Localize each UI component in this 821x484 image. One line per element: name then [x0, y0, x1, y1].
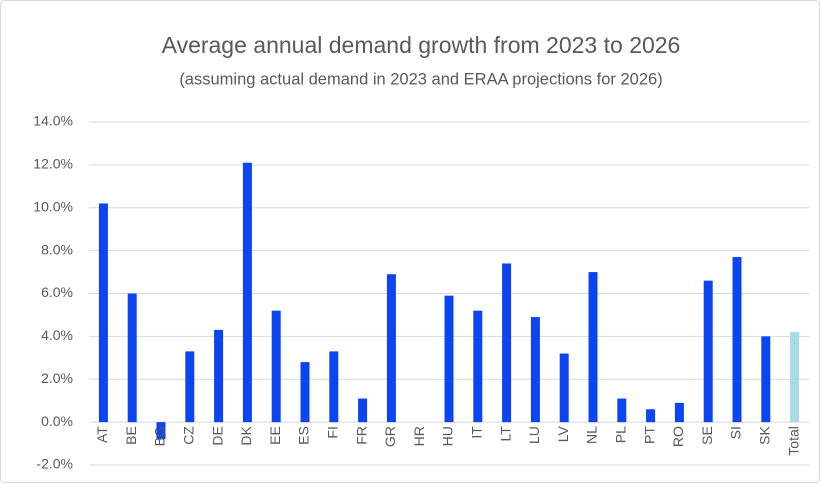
- x-tick-label: DE: [209, 426, 225, 445]
- x-tick-label: Total: [785, 426, 801, 456]
- x-tick-label: LV: [555, 425, 571, 442]
- bar: [271, 310, 281, 423]
- bar: [156, 422, 166, 440]
- x-tick-label: LU: [526, 426, 542, 444]
- x-tick-label: SK: [757, 425, 773, 444]
- x-tick-label: SE: [699, 426, 715, 445]
- x-tick-label: FI: [325, 426, 341, 438]
- bar: [127, 293, 137, 423]
- bar: [98, 203, 108, 423]
- x-tick-label: GR: [382, 426, 398, 447]
- bar: [559, 353, 569, 423]
- x-tick-label: IT: [469, 426, 485, 439]
- y-tick-label: 10.0%: [33, 198, 73, 214]
- bar: [588, 272, 598, 423]
- bar: [646, 409, 656, 423]
- x-tick-label: HR: [411, 426, 427, 446]
- x-tick-label: AT: [94, 426, 110, 443]
- x-tick-label: ES: [296, 426, 312, 445]
- bar: [185, 351, 195, 423]
- x-tick-label: HU: [440, 426, 456, 446]
- x-tick-label: PT: [641, 426, 657, 444]
- bar: [300, 362, 310, 423]
- bar: [530, 317, 540, 423]
- y-tick-label: 0.0%: [41, 413, 73, 429]
- x-tick-label: FR: [353, 426, 369, 445]
- bar: [242, 162, 252, 423]
- x-tick-label: DK: [238, 425, 254, 445]
- x-tick-label: LT: [497, 426, 513, 442]
- x-tick-label: PL: [613, 426, 629, 443]
- bar: [790, 332, 800, 423]
- y-tick-label: 12.0%: [33, 156, 73, 172]
- bar: [329, 351, 339, 423]
- bar: [473, 310, 483, 423]
- y-tick-label: 2.0%: [41, 370, 73, 386]
- x-tick-label: EE: [267, 426, 283, 445]
- bar: [444, 295, 454, 423]
- y-tick-label: -2.0%: [36, 456, 73, 472]
- chart-title: Average annual demand growth from 2023 t…: [162, 32, 681, 58]
- y-tick-label: 8.0%: [41, 241, 73, 257]
- bar: [502, 263, 512, 423]
- bar: [703, 280, 713, 423]
- x-tick-label: BE: [123, 426, 139, 445]
- x-tick-label: NL: [584, 426, 600, 444]
- y-tick-label: 6.0%: [41, 284, 73, 300]
- y-tick-label: 4.0%: [41, 327, 73, 343]
- bar: [761, 336, 771, 423]
- y-tick-label: 14.0%: [33, 113, 73, 129]
- bar: [358, 398, 368, 423]
- x-tick-label: CZ: [181, 426, 197, 445]
- bar: [674, 402, 684, 423]
- x-tick-label: SI: [728, 426, 744, 439]
- bar: [214, 329, 224, 423]
- x-tick-label: RO: [670, 426, 686, 447]
- x-tick-label: BG: [152, 426, 168, 446]
- chart-subtitle: (assuming actual demand in 2023 and ERAA…: [179, 70, 662, 88]
- bar: [732, 257, 742, 423]
- bar: [386, 274, 396, 423]
- bar: [617, 398, 627, 423]
